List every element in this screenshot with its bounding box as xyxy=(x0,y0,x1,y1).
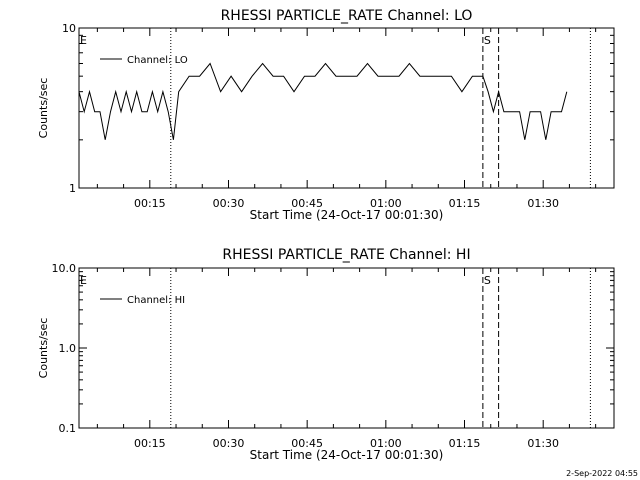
plot-frame xyxy=(78,27,615,189)
y-axis-label: Counts/sec xyxy=(37,78,50,139)
chart-title: RHESSI PARTICLE_RATE Channel: HI xyxy=(222,247,470,263)
x-tick-label: 00:30 xyxy=(213,437,245,450)
marker-label-e: E xyxy=(80,34,87,47)
hi-channel-panel: RHESSI PARTICLE_RATE Channel: HI 0.1 1.0 10… xyxy=(37,247,615,462)
x-tick-label: 00:30 xyxy=(213,197,245,210)
y-tick-label: 1.0 xyxy=(59,342,77,355)
plot-frame xyxy=(78,267,615,429)
x-tick-label: 00:45 xyxy=(291,437,323,450)
lo-channel-panel: RHESSI PARTICLE_RATE Channel: LO 1 10 Count… xyxy=(37,8,615,222)
x-axis-label: Start Time (24-Oct-17 00:01:30) xyxy=(250,448,444,462)
y-tick-label: 10.0 xyxy=(52,262,77,275)
y-tick-label: 10 xyxy=(62,22,76,35)
x-tick-label: 01:30 xyxy=(527,437,559,450)
series-line xyxy=(78,62,568,140)
legend-entry: Channel: LO xyxy=(127,55,188,66)
x-tick-label: 01:15 xyxy=(449,197,481,210)
x-tick-label: 00:15 xyxy=(134,437,166,450)
y-axis-label: Counts/sec xyxy=(37,318,50,379)
marker-label-s: S xyxy=(484,34,491,47)
x-tick-label: 00:15 xyxy=(134,197,166,210)
x-tick-label: 01:30 xyxy=(527,197,559,210)
legend-entry: Channel: HI xyxy=(127,295,185,306)
x-tick-label: 01:00 xyxy=(370,197,402,210)
x-tick-label: 01:15 xyxy=(449,437,481,450)
y-tick-label: 0.1 xyxy=(59,422,77,435)
y-tick-label: 1 xyxy=(69,182,76,195)
marker-label-s: S xyxy=(484,274,491,287)
x-tick-label: 00:45 xyxy=(291,197,323,210)
footer-timestamp: 2-Sep-2022 04:55 xyxy=(566,469,638,478)
chart-title: RHESSI PARTICLE_RATE Channel: LO xyxy=(221,8,473,24)
x-tick-label: 01:00 xyxy=(370,437,402,450)
x-axis-label: Start Time (24-Oct-17 00:01:30) xyxy=(250,208,444,222)
marker-label-e: E xyxy=(80,274,87,287)
